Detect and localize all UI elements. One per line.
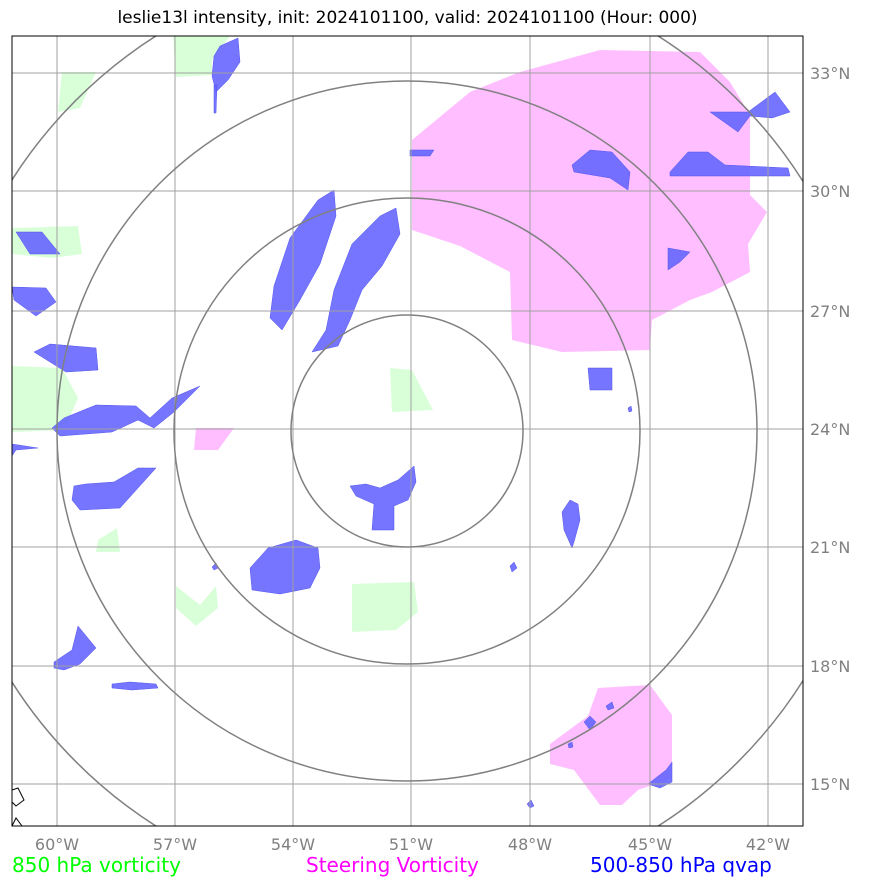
- qvap-patch: [12, 286, 57, 317]
- qvap-patch: [311, 207, 401, 353]
- coastline: [12, 817, 23, 826]
- qvap-patch: [647, 761, 673, 789]
- lat-tick-label: 21°N: [810, 538, 850, 557]
- steering-vorticity-patch: [194, 428, 234, 450]
- range-ring-3deg: [290, 314, 524, 548]
- lon-tick-label: 54°W: [271, 835, 315, 854]
- lon-tick-label: 48°W: [508, 835, 552, 854]
- plot-frame: [11, 35, 804, 827]
- qvap-patch: [567, 741, 574, 749]
- lon-tick-labels: 60°W 57°W 54°W 51°W 48°W 45°W 42°W: [35, 835, 790, 854]
- map-title: leslie13l intensity, init: 2024101100, v…: [117, 8, 698, 28]
- qvap-patch: [669, 151, 791, 177]
- vorticity-patch: [58, 72, 96, 112]
- lat-tick-label: 24°N: [810, 420, 850, 439]
- qvap-fields: [12, 37, 791, 809]
- qvap-patch: [249, 539, 321, 595]
- qvap-patch: [15, 231, 61, 255]
- lon-tick-label: 51°W: [389, 835, 433, 854]
- qvap-patch: [53, 625, 97, 671]
- qvap-patch: [605, 701, 615, 711]
- legend-qvap: 500-850 hPa qvap: [590, 853, 772, 877]
- range-ring-9deg: [56, 80, 758, 782]
- vorticity-patch: [12, 366, 78, 432]
- qvap-patch: [12, 443, 39, 457]
- legend-steering-vorticity: Steering Vorticity: [306, 853, 479, 877]
- qvap-patch: [33, 343, 99, 373]
- lat-tick-label: 18°N: [810, 657, 850, 676]
- qvap-patch: [213, 84, 218, 114]
- vorticity-patch: [96, 528, 120, 552]
- qvap-patch: [587, 367, 613, 391]
- lat-tick-labels: 33°N 30°N 27°N 24°N 21°N 18°N 15°N: [810, 64, 850, 794]
- qvap-patch: [409, 149, 435, 157]
- steering-vorticity-patch: [412, 50, 767, 352]
- lat-tick-label: 33°N: [810, 64, 850, 83]
- qvap-patch: [111, 681, 159, 691]
- qvap-patch: [51, 385, 201, 437]
- range-ring-6deg: [173, 197, 641, 665]
- lat-tick-label: 27°N: [810, 302, 850, 321]
- qvap-patch: [349, 465, 417, 531]
- lon-tick-label: 60°W: [35, 835, 79, 854]
- lon-tick-label: 45°W: [628, 835, 672, 854]
- qvap-patch: [627, 405, 633, 413]
- qvap-patch: [571, 149, 631, 191]
- vorticity-patch: [173, 36, 230, 77]
- qvap-patch: [509, 561, 518, 573]
- lon-tick-label: 57°W: [153, 835, 197, 854]
- steering-vorticity-patch: [550, 685, 672, 805]
- vorticity-patch: [176, 586, 218, 626]
- vorticity-patch: [352, 582, 418, 632]
- qvap-patch: [269, 189, 337, 331]
- qvap-patch: [211, 37, 241, 93]
- legend-vorticity-850: 850 hPa vorticity: [12, 853, 181, 877]
- qvap-patch: [71, 467, 157, 511]
- lat-tick-label: 30°N: [810, 182, 850, 201]
- qvap-patch: [583, 715, 597, 731]
- lon-tick-label: 42°W: [746, 835, 790, 854]
- coastline: [12, 787, 25, 807]
- qvap-patch: [667, 247, 691, 271]
- steering-vorticity-fields: [194, 50, 767, 805]
- lat-tick-label: 15°N: [810, 775, 850, 794]
- qvap-patch: [561, 499, 581, 549]
